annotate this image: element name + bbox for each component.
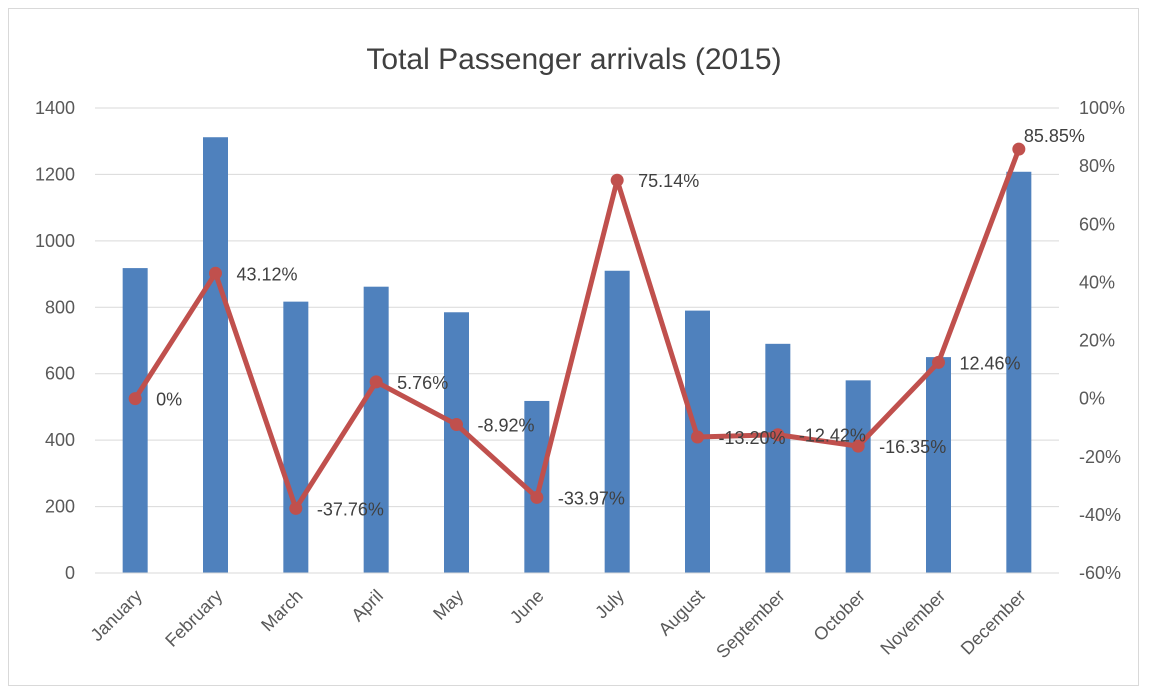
y-left-tick-label: 1200 <box>35 164 75 184</box>
data-label: -8.92% <box>478 416 535 436</box>
line-point <box>610 173 624 187</box>
x-tick-label: December <box>957 586 1030 659</box>
bar <box>926 357 951 573</box>
x-tick-label: January <box>87 586 146 645</box>
line-series <box>128 142 1026 515</box>
x-tick-label: June <box>506 586 548 628</box>
x-tick-label: May <box>429 586 467 624</box>
y-right-tick-label: -20% <box>1079 447 1121 467</box>
bar <box>283 301 309 573</box>
data-label: 12.46% <box>960 353 1021 373</box>
y-left-tick-label: 200 <box>45 497 75 517</box>
y-left-tick-label: 0 <box>65 563 75 583</box>
data-label: -13.20% <box>719 428 786 448</box>
line-point <box>530 490 544 504</box>
data-label: -33.97% <box>558 488 625 508</box>
bar <box>845 380 871 573</box>
data-label: 43.12% <box>237 264 298 284</box>
gridlines <box>95 107 1059 574</box>
x-tick-label: July <box>591 586 628 623</box>
x-tick-label: August <box>655 586 709 640</box>
y-right-tick-label: -40% <box>1079 505 1121 525</box>
x-tick-label: September <box>712 586 788 662</box>
line-point <box>450 418 463 432</box>
data-labels: 0% 43.12% -37.76% 5.76% -8.92% -33.97% 75.14% -… <box>156 126 1085 519</box>
bar <box>363 286 389 573</box>
x-tick-label: April <box>347 586 387 626</box>
y-left-tick-label: 400 <box>45 430 75 450</box>
y-right-tick-label: 0% <box>1079 389 1105 409</box>
x-axis: January February March April May June July Augu… <box>87 572 1059 662</box>
line-point <box>1012 142 1026 156</box>
data-label: 85.85% <box>1024 126 1085 146</box>
x-tick-label: November <box>876 586 949 659</box>
chart-svg: Total Passenger arrivals (2015) 0 200 400 6… <box>35 43 1125 662</box>
y-right-tick-label: 80% <box>1079 156 1115 176</box>
y-left-tick-label: 600 <box>45 364 75 384</box>
data-label: 0% <box>156 390 182 410</box>
x-tick-label: February <box>161 586 226 651</box>
data-label: 75.14% <box>638 171 699 191</box>
line-point <box>771 428 785 442</box>
data-label: 5.76% <box>397 373 448 393</box>
data-label: -12.42% <box>799 426 866 446</box>
line-path <box>132 146 1022 511</box>
data-label: -16.35% <box>879 437 946 457</box>
y-right-tick-label: -60% <box>1079 563 1121 583</box>
line-point <box>369 375 383 389</box>
line-point <box>289 501 303 515</box>
line-point <box>851 439 865 453</box>
bar <box>765 343 791 573</box>
y-left-tick-label: 1000 <box>35 231 75 251</box>
bar-series <box>122 137 1032 573</box>
bar <box>122 268 148 573</box>
line-point <box>691 430 704 444</box>
bar <box>1006 171 1032 573</box>
y-right-tick-label: 40% <box>1079 272 1115 292</box>
line-point <box>932 355 945 369</box>
y-axis-right: -60% -40% -20% 0% 20% 40% 60% 80% 100% <box>1079 98 1125 583</box>
y-right-tick-label: 20% <box>1079 331 1115 351</box>
bar <box>203 137 228 573</box>
chart-title: Total Passenger arrivals (2015) <box>366 43 781 76</box>
x-tick-label: March <box>257 586 307 636</box>
chart-frame: Total Passenger arrivals (2015) 0 200 400 6… <box>8 8 1139 686</box>
x-tick-label: October <box>810 586 869 645</box>
data-label: -37.76% <box>317 499 384 519</box>
y-right-tick-label: 100% <box>1079 98 1125 118</box>
y-axis-left: 0 200 400 600 800 1000 1200 1400 <box>35 98 75 583</box>
y-right-tick-label: 60% <box>1079 214 1115 234</box>
y-left-tick-label: 1400 <box>35 98 75 118</box>
bar <box>444 312 469 573</box>
bar <box>604 270 630 573</box>
line-point <box>128 392 142 406</box>
line-point <box>209 266 222 280</box>
y-left-tick-label: 800 <box>45 297 75 317</box>
